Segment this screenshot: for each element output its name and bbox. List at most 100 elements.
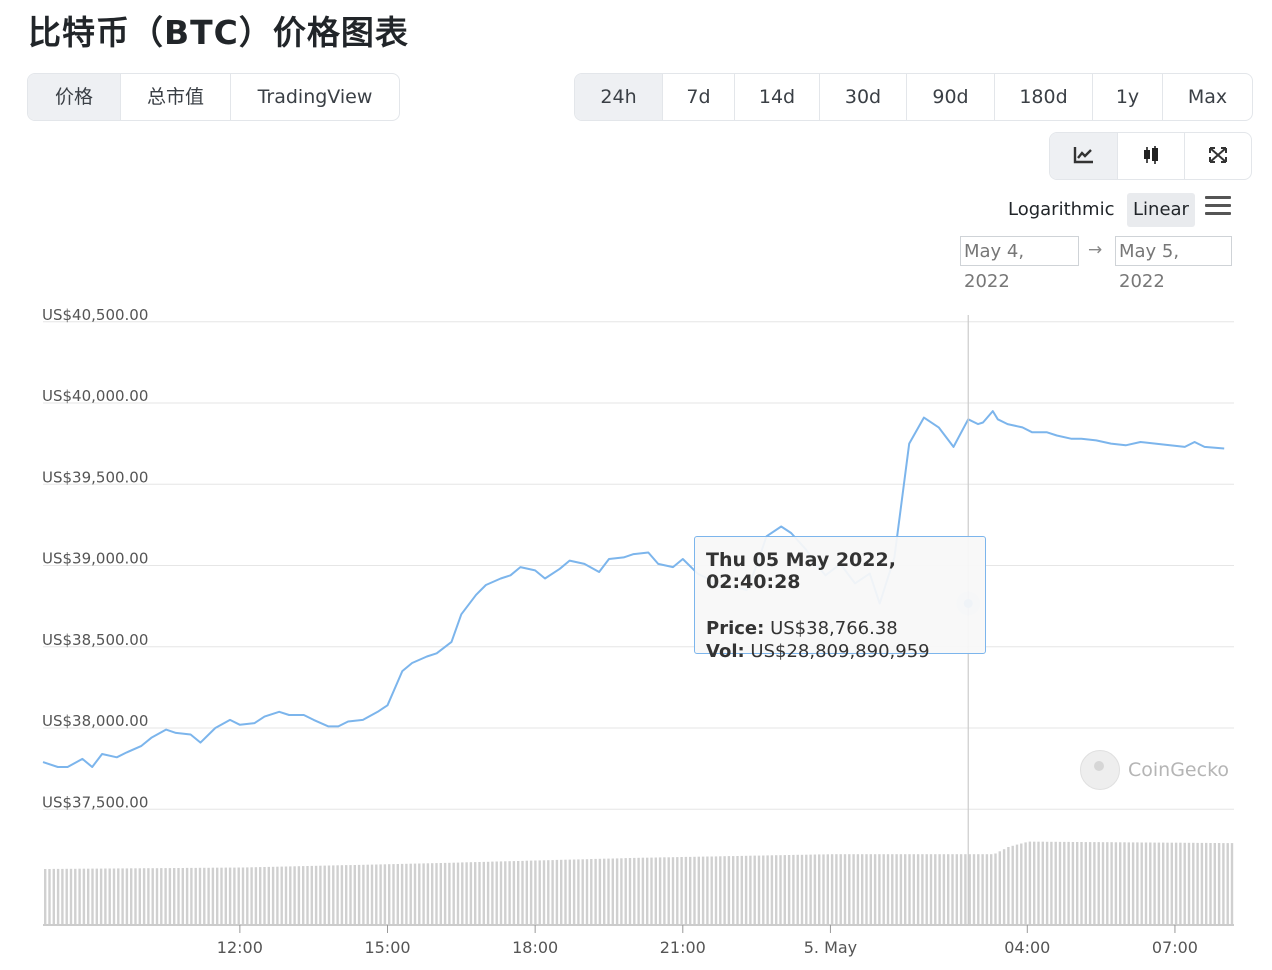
volume-bar	[469, 862, 473, 924]
volume-bar	[1131, 842, 1135, 924]
tooltip-vol-row: Vol: US$28,809,890,959	[706, 640, 974, 663]
volume-bar	[671, 857, 675, 924]
volume-bar	[1106, 842, 1109, 924]
volume-bar	[925, 854, 928, 924]
volume-bar	[422, 863, 425, 924]
volume-bar	[69, 868, 73, 924]
volume-bar	[233, 867, 236, 924]
volume-bar	[448, 862, 451, 924]
volume-bar	[710, 856, 713, 924]
volume-bar	[861, 854, 864, 924]
range-180d[interactable]: 180d	[994, 74, 1092, 120]
volume-bar	[259, 867, 262, 924]
range-14d[interactable]: 14d	[734, 74, 819, 120]
volume-bar	[486, 861, 490, 924]
volume-bar	[843, 854, 847, 924]
volume-bar	[585, 859, 589, 924]
candlestick-icon[interactable]	[1117, 133, 1184, 179]
range-tabs: 24h 7d 14d 30d 90d 180d 1y Max	[574, 73, 1253, 121]
x-tick-label: 21:00	[660, 938, 706, 957]
fullscreen-icon[interactable]	[1184, 133, 1251, 179]
date-to-input[interactable]: May 5, 2022	[1115, 236, 1232, 292]
volume-bar	[590, 859, 593, 924]
volume-bar	[904, 854, 907, 924]
volume-bar	[637, 857, 640, 924]
date-from-input[interactable]: May 4, 2022	[960, 236, 1079, 292]
volume-bar	[181, 868, 184, 924]
volume-bar	[104, 868, 107, 924]
volume-bar	[762, 855, 765, 924]
volume-bar	[809, 854, 812, 924]
volume-bar	[400, 863, 404, 924]
chart-menu-icon[interactable]	[1205, 196, 1231, 218]
volume-bar	[899, 854, 903, 924]
volume-bar	[413, 863, 417, 924]
volume-bar	[1067, 841, 1070, 924]
volume-bar	[134, 868, 137, 924]
volume-bar	[1063, 841, 1066, 924]
grid	[43, 321, 1234, 810]
volume-bar	[792, 854, 795, 924]
volume-bar	[921, 854, 924, 924]
volume-bar	[362, 864, 365, 924]
tab-price[interactable]: 价格	[28, 74, 120, 120]
volume-bar	[620, 858, 623, 924]
range-1y[interactable]: 1y	[1092, 74, 1162, 120]
volume-bar	[1205, 842, 1208, 924]
volume-bar	[121, 868, 124, 924]
x-tick-label: 07:00	[1152, 938, 1198, 957]
tooltip-vol-value: US$28,809,890,959	[750, 641, 930, 662]
x-tick-label: 5. May	[804, 938, 857, 957]
volume-bar	[555, 859, 559, 924]
volume-bar	[1226, 843, 1229, 924]
volume-bar	[332, 865, 335, 924]
volume-bar	[753, 855, 756, 924]
scale-linear[interactable]: Linear	[1127, 193, 1195, 227]
volume-bar	[1179, 842, 1182, 924]
volume-bar	[340, 865, 344, 924]
line-chart-icon[interactable]	[1050, 133, 1117, 179]
volume-bar	[551, 860, 554, 924]
range-90d[interactable]: 90d	[906, 74, 994, 120]
volume-bar	[1101, 842, 1105, 924]
volume-bar	[267, 866, 270, 924]
volume-bar	[482, 861, 485, 924]
range-30d[interactable]: 30d	[819, 74, 906, 120]
volume-bar	[1058, 841, 1062, 924]
volume-bar	[48, 869, 51, 924]
volume-bar	[405, 863, 408, 924]
tab-tradingview[interactable]: TradingView	[230, 74, 399, 120]
range-7d[interactable]: 7d	[662, 74, 734, 120]
coingecko-watermark: CoinGecko	[1080, 750, 1229, 790]
volume-bar	[663, 857, 666, 924]
volume-bar	[1127, 842, 1130, 924]
volume-bar	[1054, 841, 1057, 924]
volume-bar	[689, 856, 692, 924]
volume-bar	[878, 854, 881, 924]
volume-bar	[276, 866, 279, 924]
volume-bar	[968, 854, 971, 924]
volume-bar	[1015, 844, 1019, 924]
volume-bar	[366, 864, 369, 924]
range-24h[interactable]: 24h	[575, 74, 662, 120]
volume-bar	[353, 865, 356, 924]
volume-bar	[138, 868, 141, 924]
volume-bar	[336, 865, 339, 924]
volume-bar	[835, 854, 838, 924]
volume-bar	[246, 867, 249, 924]
volume-bar	[581, 859, 584, 924]
volume-bar	[271, 866, 275, 924]
volume-bar	[289, 866, 292, 924]
scale-logarithmic[interactable]: Logarithmic	[1008, 199, 1115, 220]
volume-bar	[87, 868, 90, 924]
range-max[interactable]: Max	[1162, 74, 1252, 120]
volume-bar	[697, 856, 700, 924]
volume-bar	[848, 854, 851, 924]
volume-bar	[1033, 841, 1036, 924]
volume-bar	[658, 857, 662, 924]
volume-bar	[1200, 842, 1204, 924]
volume-bar	[598, 858, 602, 924]
volume-bar	[895, 854, 898, 924]
tab-market-cap[interactable]: 总市值	[120, 74, 230, 120]
